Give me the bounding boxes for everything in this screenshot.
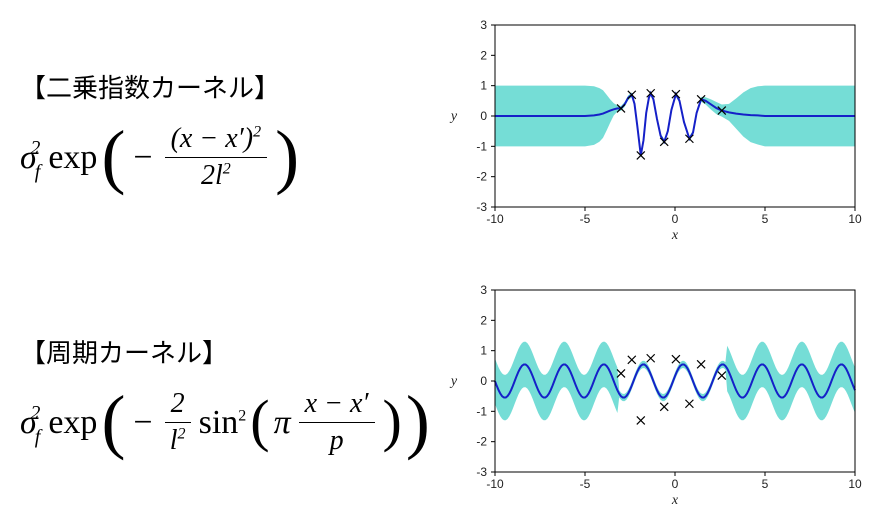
sigma-sub: f <box>35 161 41 183</box>
pi-symbol: π <box>274 404 291 442</box>
sin-sup: 2 <box>238 407 246 424</box>
kernel1-heading: 【二乗指数カーネル】 <box>20 68 440 105</box>
lparen-big: ( <box>101 138 125 174</box>
svg-text:3: 3 <box>480 283 487 297</box>
svg-text:3: 3 <box>480 18 487 32</box>
svg-text:-3: -3 <box>476 200 487 214</box>
svg-text:10: 10 <box>848 477 862 491</box>
svg-text:-5: -5 <box>580 212 591 226</box>
lparen-med: ( <box>250 406 269 435</box>
num-body: (x − x′) <box>171 123 254 154</box>
lparen-big-2: ( <box>101 403 125 439</box>
num-sup: 2 <box>253 124 261 141</box>
svg-text:x: x <box>671 493 679 508</box>
sigma-sub-2: f <box>35 426 41 448</box>
minus-sign: − <box>133 139 152 177</box>
svg-text:x: x <box>671 228 679 243</box>
den-l2: l2 <box>170 423 186 457</box>
svg-text:-1: -1 <box>476 404 487 418</box>
svg-text:-1: -1 <box>476 139 487 153</box>
svg-text:y: y <box>449 109 458 124</box>
svg-text:-2: -2 <box>476 435 487 449</box>
rparen-big-2: ) <box>406 403 430 439</box>
sigma-sup: 2 <box>30 137 40 159</box>
rparen-big: ) <box>275 138 299 174</box>
svg-text:y: y <box>449 374 458 389</box>
kernel1-chart: -10-50510-3-2-10123xy <box>440 15 870 245</box>
svg-text:0: 0 <box>672 212 679 226</box>
numerator: (x − x′)2 <box>165 123 268 158</box>
num-xx: x − x′ <box>299 388 375 423</box>
minus-sign-2: − <box>133 404 152 442</box>
sigma-sup-2: 2 <box>30 402 40 424</box>
sigma-symbol-2: σf2 <box>20 404 52 442</box>
exp-text-2: exp <box>48 404 97 442</box>
fraction-2a: 2 l2 <box>165 388 191 457</box>
den-l: l <box>215 160 223 191</box>
kernel1-formula: σf2 exp ( − (x − x′)2 2l2 ) <box>20 123 440 192</box>
svg-text:0: 0 <box>672 477 679 491</box>
svg-text:-10: -10 <box>486 212 504 226</box>
svg-text:5: 5 <box>762 477 769 491</box>
kernel2-formula-block: 【周期カーネル】 σf2 exp ( − 2 l2 sin2 ( π x − x… <box>0 333 440 457</box>
svg-text:5: 5 <box>762 212 769 226</box>
svg-text:2: 2 <box>480 48 487 62</box>
svg-text:-2: -2 <box>476 170 487 184</box>
rparen-med: ) <box>383 406 402 435</box>
svg-text:10: 10 <box>848 212 862 226</box>
svg-text:2: 2 <box>480 313 487 327</box>
den-2: 2 <box>201 160 215 191</box>
sigma-symbol: σf2 <box>20 139 52 177</box>
svg-text:-5: -5 <box>580 477 591 491</box>
den-l-2: l <box>170 425 178 456</box>
fraction-2b: x − x′ p <box>299 388 375 457</box>
sin-base: sin <box>199 404 239 441</box>
kernel2-formula: σf2 exp ( − 2 l2 sin2 ( π x − x′ p ) ) <box>20 388 440 457</box>
den-sup-2: 2 <box>178 426 186 443</box>
sin-text: sin2 <box>199 404 247 442</box>
kernel2-chart: -10-50510-3-2-10123xy <box>440 280 870 510</box>
svg-text:1: 1 <box>480 79 487 93</box>
den-sup: 2 <box>223 161 231 178</box>
kernel2-heading: 【周期カーネル】 <box>20 333 440 370</box>
svg-text:0: 0 <box>480 374 487 388</box>
svg-text:-10: -10 <box>486 477 504 491</box>
num-2: 2 <box>165 388 191 423</box>
svg-text:-3: -3 <box>476 465 487 479</box>
svg-text:0: 0 <box>480 109 487 123</box>
denominator: 2l2 <box>201 158 231 192</box>
exp-text: exp <box>48 139 97 177</box>
kernel1-formula-block: 【二乗指数カーネル】 σf2 exp ( − (x − x′)2 2l2 ) <box>0 68 440 192</box>
den-p: p <box>330 423 344 457</box>
svg-text:1: 1 <box>480 344 487 358</box>
fraction: (x − x′)2 2l2 <box>165 123 268 192</box>
